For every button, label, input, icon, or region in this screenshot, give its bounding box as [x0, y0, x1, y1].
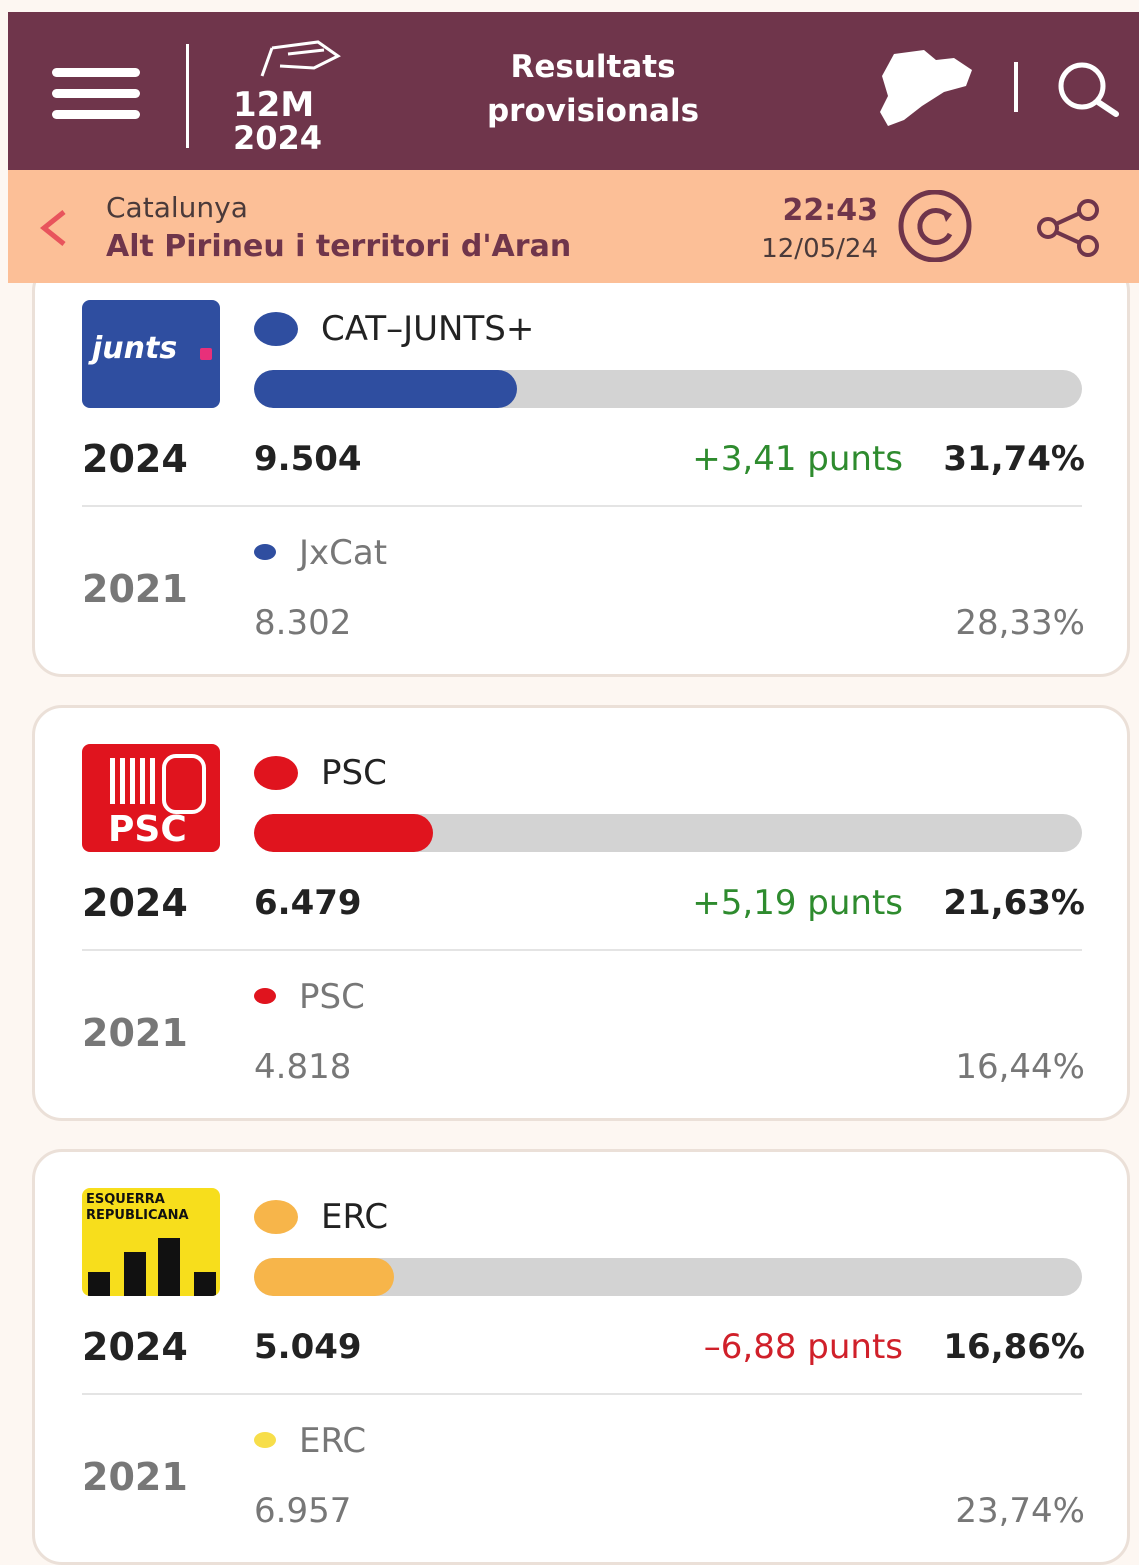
prev-votes: 6.957 [254, 1491, 352, 1531]
divider [82, 505, 1082, 507]
party-dot [254, 756, 298, 790]
divider [82, 949, 1082, 951]
prev-share: 23,74% [955, 1491, 1085, 1531]
party-card: PSC PSC 2024 6.479 +5,19 punts 21,63% PSC 2021 4… [32, 705, 1130, 1121]
change: +5,19 punts [692, 883, 903, 923]
logo-stripes [110, 758, 160, 804]
logo-plus [200, 348, 212, 360]
title-line: provisionals [486, 93, 700, 129]
logo-top: 12M [233, 85, 315, 125]
prev-share: 16,44% [955, 1047, 1085, 1087]
location-bar: Catalunya Alt Pirineu i territori d'Aran… [8, 170, 1139, 283]
prev-dot [254, 544, 276, 560]
prev-share: 28,33% [955, 603, 1085, 643]
divider [82, 1393, 1082, 1395]
change: +3,41 punts [692, 439, 903, 479]
votes: 6.479 [254, 883, 362, 923]
party-dot [254, 1200, 298, 1234]
party-name: PSC [321, 753, 387, 793]
ballot-icon [260, 40, 341, 77]
share-bar [254, 1258, 394, 1296]
party-dot [254, 312, 298, 346]
district: Alt Pirineu i territori d'Aran [106, 229, 572, 264]
region: Catalunya [106, 191, 248, 224]
separator [1014, 62, 1018, 112]
title-line: Resultats [510, 49, 676, 85]
prev-name: ERC [299, 1421, 367, 1461]
date: 12/05/24 [761, 234, 878, 264]
party-name: CAT–JUNTS+ [321, 309, 535, 349]
share-button[interactable] [1036, 198, 1102, 258]
party-card: ESQUERRA REPUBLICANA ERC 2024 5.049 –6,88 pu… [32, 1149, 1130, 1565]
party-logo: junts [82, 300, 220, 408]
logo-text: ESQUERRA REPUBLICANA [86, 1192, 189, 1223]
votes: 9.504 [254, 439, 362, 479]
prev-dot [254, 1432, 276, 1448]
refresh-button[interactable] [894, 190, 976, 262]
separator [186, 44, 189, 148]
share-bar [254, 814, 434, 852]
votes: 5.049 [254, 1327, 362, 1367]
page: 12M 2024 Resultats provisionals Cataluny… [8, 12, 1139, 1565]
time: 22:43 [782, 193, 879, 228]
search-button[interactable] [1056, 60, 1126, 118]
logo-bottom: 2024 [233, 119, 323, 157]
app-header: 12M 2024 Resultats provisionals [8, 12, 1139, 170]
share-label: 31,74% [943, 439, 1085, 479]
prev-votes: 4.818 [254, 1047, 352, 1087]
prev-year: 2021 [82, 567, 188, 611]
year: 2024 [82, 437, 188, 481]
party-name: ERC [321, 1197, 389, 1237]
party-logo: PSC [82, 744, 220, 852]
prev-year: 2021 [82, 1455, 188, 1499]
prev-votes: 8.302 [254, 603, 352, 643]
logo-text: PSC [108, 809, 187, 850]
logo-rose [162, 754, 206, 814]
party-card: junts CAT–JUNTS+ 2024 9.504 +3,41 punts 31,74… [32, 261, 1130, 677]
back-button[interactable] [36, 208, 72, 248]
year: 2024 [82, 1325, 188, 1369]
share-track [254, 814, 1082, 852]
year: 2024 [82, 881, 188, 925]
logo-bar [88, 1272, 110, 1296]
share-label: 21,63% [943, 883, 1085, 923]
prev-dot [254, 988, 276, 1004]
menu-button[interactable] [52, 68, 144, 120]
logo-bar [158, 1238, 180, 1296]
logo-bar [124, 1252, 146, 1296]
logo-text: junts [92, 331, 178, 366]
prev-name: PSC [299, 977, 365, 1017]
share-track [254, 370, 1082, 408]
prev-name: JxCat [299, 533, 388, 573]
prev-year: 2021 [82, 1011, 188, 1055]
share-bar [254, 370, 517, 408]
share-label: 16,86% [943, 1327, 1085, 1367]
share-track [254, 1258, 1082, 1296]
change: –6,88 punts [703, 1327, 903, 1367]
logo-bar [194, 1272, 216, 1296]
party-logo: ESQUERRA REPUBLICANA [82, 1188, 220, 1296]
map-button[interactable] [874, 46, 978, 128]
